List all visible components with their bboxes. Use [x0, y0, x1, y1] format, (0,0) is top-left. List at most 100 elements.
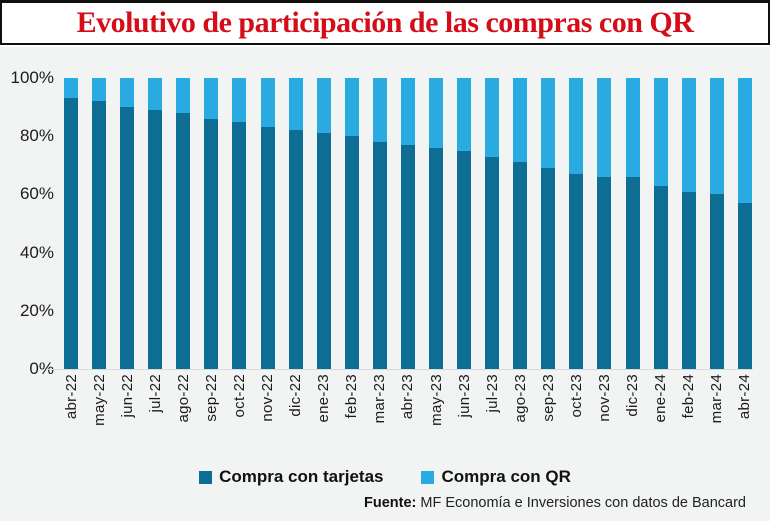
x-axis-labels: abr-22 may-22 jun-22 jul-22 ago-22 sep-22 oct-…	[62, 374, 754, 466]
chart-title-box: Evolutivo de participación de las compra…	[0, 0, 770, 45]
bar-segment-tarjetas	[429, 147, 444, 369]
x-axis-label: abr-23	[399, 374, 417, 420]
bar-segment-tarjetas	[681, 191, 696, 369]
bar-segment-qr	[541, 78, 556, 169]
x-axis-label: oct-23	[567, 374, 585, 418]
bar-segment-qr	[485, 78, 500, 157]
bar-segment-tarjetas	[120, 107, 135, 369]
bar-segment-tarjetas	[513, 162, 528, 369]
bar-ene-24	[653, 78, 668, 369]
bar-abr-24	[737, 78, 752, 369]
bar-segment-qr	[737, 78, 752, 204]
bar-segment-qr	[457, 78, 472, 151]
x-axis-label: dic-23	[624, 374, 642, 417]
x-axis-label: may-22	[90, 374, 108, 426]
y-axis-tick: 100%	[10, 68, 54, 87]
x-axis-label: mar-23	[371, 374, 389, 424]
chart-legend: Compra con tarjetas Compra con QR	[0, 465, 770, 489]
bar-segment-qr	[625, 78, 640, 177]
bar-segment-qr	[260, 78, 275, 128]
legend-swatch-icon	[199, 470, 213, 484]
bar-sep-22	[204, 78, 219, 369]
bar-jun-22	[120, 78, 135, 369]
bar-oct-22	[232, 78, 247, 369]
x-axis-label: sep-23	[539, 374, 557, 422]
x-axis-label: jul-22	[146, 374, 164, 413]
bar-segment-qr	[513, 78, 528, 163]
x-axis-line	[46, 369, 753, 370]
bar-segment-qr	[120, 78, 135, 108]
bar-segment-tarjetas	[176, 112, 191, 369]
bar-segment-qr	[316, 78, 331, 134]
x-axis-label: ene-24	[652, 374, 670, 423]
bar-segment-qr	[344, 78, 359, 137]
bar-segment-qr	[176, 78, 191, 113]
legend-label: Compra con tarjetas	[219, 467, 384, 486]
x-axis-label: jun-23	[455, 374, 473, 418]
y-axis-tick: 40%	[19, 242, 54, 262]
bar-segment-qr	[653, 78, 668, 186]
bar-segment-qr	[597, 78, 612, 177]
bar-segment-tarjetas	[204, 118, 219, 369]
bar-sep-23	[541, 78, 556, 369]
legend-swatch-icon	[421, 470, 435, 484]
x-axis-label: dic-22	[287, 374, 305, 417]
y-axis-tick: 20%	[19, 300, 54, 320]
bar-segment-qr	[400, 78, 415, 145]
bar-segment-qr	[569, 78, 584, 175]
x-axis-label: abr-22	[62, 374, 80, 420]
bar-segment-tarjetas	[625, 176, 640, 369]
bar-segment-tarjetas	[344, 136, 359, 369]
x-axis-label: abr-24	[736, 374, 754, 420]
bar-segment-qr	[232, 78, 247, 122]
plot-area	[64, 78, 752, 369]
legend-label: Compra con QR	[441, 467, 571, 486]
x-axis-label: feb-23	[343, 374, 361, 419]
bar-nov-22	[260, 78, 275, 369]
bar-dic-23	[625, 78, 640, 369]
bar-segment-tarjetas	[597, 176, 612, 369]
bar-segment-tarjetas	[541, 168, 556, 369]
legend-item: Compra con tarjetas	[199, 467, 383, 487]
legend-item: Compra con QR	[421, 467, 571, 487]
bar-segment-tarjetas	[709, 194, 724, 369]
bar-segment-tarjetas	[232, 121, 247, 369]
bar-segment-qr	[681, 78, 696, 192]
bar-segment-tarjetas	[92, 101, 107, 369]
bar-jul-22	[148, 78, 163, 369]
x-axis-label: sep-22	[202, 374, 220, 422]
bar-segment-tarjetas	[64, 98, 78, 369]
bar-segment-tarjetas	[260, 127, 275, 369]
bar-segment-qr	[288, 78, 303, 131]
y-axis-tick: 0%	[29, 359, 54, 378]
x-axis-label: oct-22	[230, 374, 248, 418]
x-axis-label: nov-23	[595, 374, 613, 422]
bar-may-22	[92, 78, 107, 369]
bar-mar-24	[709, 78, 724, 369]
source-note: Fuente: MF Economía e Inversiones con da…	[364, 495, 746, 511]
x-axis-label: mar-24	[708, 374, 726, 424]
bar-feb-24	[681, 78, 696, 369]
chart-title: Evolutivo de participación de las compra…	[76, 6, 694, 39]
bar-ene-23	[316, 78, 331, 369]
chart-panel: 0% 20% 40% 60% 80% 100% abr-22 may-22 jun-22 jul…	[0, 47, 770, 521]
bar-mar-23	[372, 78, 387, 369]
bar-feb-23	[344, 78, 359, 369]
source-text: MF Economía e Inversiones con datos de B…	[420, 495, 746, 511]
x-axis-label: ago-22	[174, 374, 192, 423]
bar-jul-23	[485, 78, 500, 369]
bar-ago-22	[176, 78, 191, 369]
bar-dic-22	[288, 78, 303, 369]
bar-oct-23	[569, 78, 584, 369]
x-axis-label: may-23	[427, 374, 445, 426]
bar-segment-tarjetas	[485, 156, 500, 369]
bar-abr-22	[64, 78, 78, 369]
x-axis-label: jul-23	[483, 374, 501, 413]
bar-segment-qr	[204, 78, 219, 119]
bar-segment-qr	[148, 78, 163, 111]
bar-may-23	[429, 78, 444, 369]
y-axis-tick: 80%	[19, 126, 54, 146]
x-axis-label: ene-23	[315, 374, 333, 423]
y-axis-tick: 60%	[19, 184, 54, 204]
